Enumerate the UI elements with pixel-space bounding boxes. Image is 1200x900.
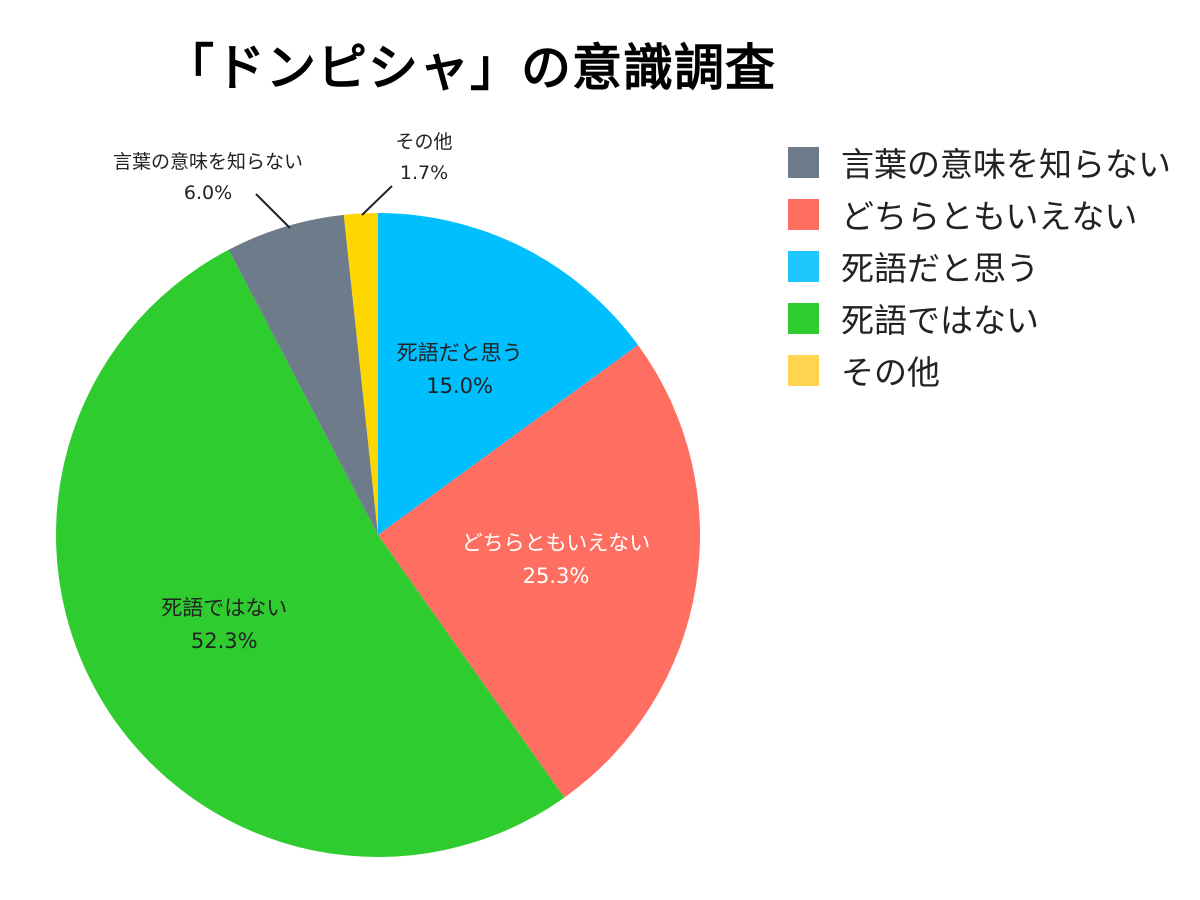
pie-slice-2 xyxy=(55,249,565,858)
legend-item-1: どちらともいえない xyxy=(788,188,1171,240)
legend-label-2: 死語だと思う xyxy=(841,249,1039,288)
legend-label-1: どちらともいえない xyxy=(841,197,1138,236)
pie-slice-3 xyxy=(228,214,378,535)
slice-value-0: 15.0% xyxy=(426,374,493,398)
legend-item-2: 死語だと思う xyxy=(788,240,1171,292)
slice-value-1: 25.3% xyxy=(523,564,590,588)
slice-label-4: その他 xyxy=(395,131,452,153)
legend-label-0: 言葉の意味を知らない xyxy=(841,145,1171,184)
legend-item-3: 死語ではない xyxy=(788,292,1171,344)
slice-label-2: 死語ではない xyxy=(161,596,287,620)
legend-item-4: その他 xyxy=(788,344,1171,396)
slice-value-2: 52.3% xyxy=(191,629,258,653)
slice-value-3: 6.0% xyxy=(184,182,232,204)
pie-slice-1 xyxy=(378,344,700,798)
legend-swatch-1 xyxy=(788,198,819,230)
chart-title: 「ドンピシャ」の意識調査 xyxy=(164,39,776,97)
pie-slice-4 xyxy=(343,213,378,535)
leader-line-3 xyxy=(255,193,291,229)
slice-label-3: 言葉の意味を知らない xyxy=(113,151,303,173)
slice-value-4: 1.7% xyxy=(400,162,448,184)
legend-label-3: 死語ではない xyxy=(841,301,1039,340)
legend-swatch-0 xyxy=(788,146,819,178)
legend-swatch-2 xyxy=(788,250,819,282)
chart-legend: 言葉の意味を知らない どちらともいえない 死語だと思う 死語ではない その他 xyxy=(788,136,1171,396)
pie-slice-0 xyxy=(378,213,638,535)
legend-swatch-3 xyxy=(788,302,819,334)
slice-label-1: どちらともいえない xyxy=(462,531,651,555)
legend-swatch-4 xyxy=(788,354,819,386)
slice-label-0: 死語だと思う xyxy=(397,341,523,365)
legend-label-4: その他 xyxy=(841,353,940,392)
legend-item-0: 言葉の意味を知らない xyxy=(788,136,1171,188)
leader-line-4 xyxy=(361,185,393,216)
